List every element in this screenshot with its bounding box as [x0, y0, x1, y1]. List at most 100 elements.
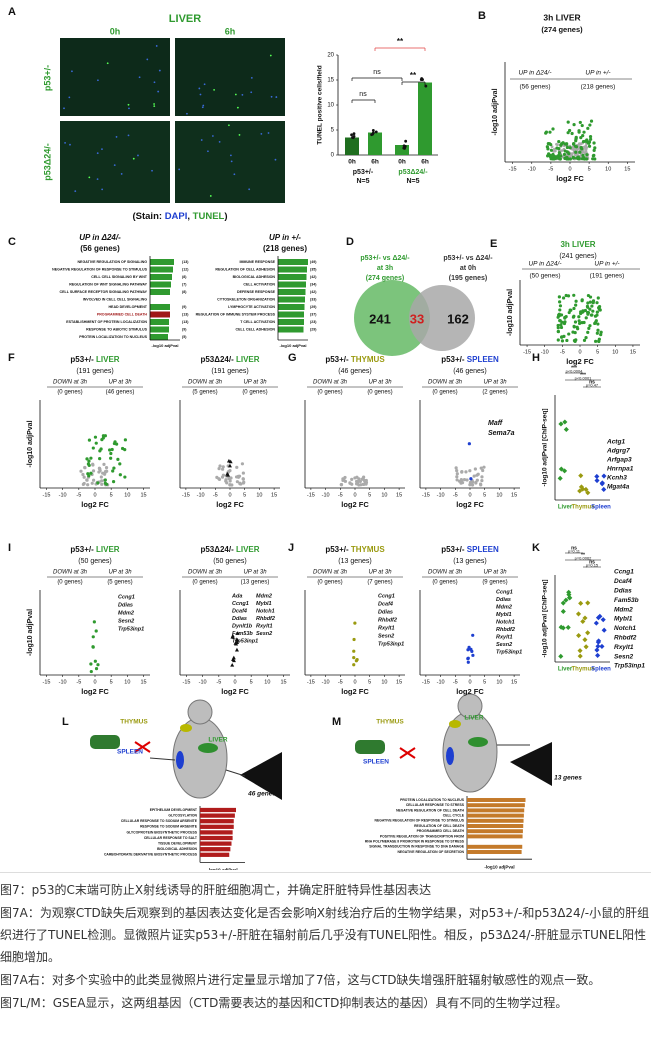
gene-dot [227, 469, 231, 474]
gene-dot [585, 630, 591, 636]
caption-line: 图7：p53的C末端可防止X射线诱导的肝脏细胞凋亡，并确定肝脏特异性基因表达 [0, 883, 432, 897]
gene-dot [567, 310, 571, 315]
gene-dot [597, 305, 602, 309]
figure: A LIVER 0h 6h p53+/- p53Δ24/- (Stain: DAPI, TU… [8, 6, 645, 870]
gene-dot [480, 475, 484, 479]
plot-title: p53+/- THYMUS [325, 355, 385, 364]
point [352, 134, 356, 138]
cell [146, 58, 149, 61]
gene-dot [571, 330, 575, 334]
panel-letter: E [490, 238, 497, 250]
gene-dot [558, 319, 562, 323]
gene-dot [224, 478, 228, 482]
gene-dot [475, 478, 479, 482]
go-term: CELL CYCLE [443, 813, 465, 817]
cell [153, 103, 155, 105]
go-term: GLYCOPROTEIN BIOSYNTHETIC PROCESS [126, 830, 197, 834]
gene-dot [470, 483, 475, 487]
gene-dot [552, 154, 556, 158]
cell [238, 134, 241, 136]
gene-dot [91, 645, 95, 649]
gene-dot [99, 475, 103, 479]
caption: 图7：p53的C末端可防止X射线诱导的肝脏细胞凋亡，并确定肝脏特异性基因表达 图7… [0, 872, 651, 1015]
label: Sesn2 [118, 618, 134, 624]
label: Rhbdf2 [496, 627, 515, 633]
label: Mybl1 [256, 601, 272, 607]
go-count: (9) [182, 305, 187, 309]
label: -log10 adjPval [484, 864, 514, 869]
gene-dot [350, 477, 354, 482]
go-count: (7) [182, 282, 187, 286]
point [402, 146, 406, 150]
x-tick-label: 10 [381, 492, 387, 498]
cell [248, 188, 251, 191]
gene-dot [577, 653, 583, 659]
gene-dot [588, 324, 592, 328]
x-tick-label: -5 [216, 679, 221, 685]
label: THYMUS [120, 719, 148, 726]
gene-dot [562, 152, 567, 157]
go-bar [467, 850, 522, 854]
x-tick-label: 10 [496, 679, 502, 685]
gene-dot [591, 299, 596, 303]
label: UP at 3h [368, 570, 392, 576]
panel-letter: M [332, 716, 341, 728]
label: p53+/- vs Δ24/- [360, 255, 410, 262]
label: Kcnh3 [607, 475, 627, 482]
label: (191 genes) [590, 273, 625, 280]
go-term: INVOLVED IN CELL CELL SIGNALING [83, 297, 147, 301]
gene-dot [361, 477, 365, 481]
gene-dot [585, 138, 589, 142]
label: Mdm2 [496, 604, 512, 610]
y-axis-label: -log10 adjPval [27, 420, 34, 467]
gene-dot [81, 482, 85, 486]
x-tick-label: -5 [548, 166, 553, 172]
gene-dot [580, 618, 586, 625]
gene-dot [339, 483, 343, 487]
label: DOWN at 3h [188, 570, 223, 576]
gene-dot [577, 321, 582, 326]
go-bar [150, 281, 171, 288]
y-axis-label: -log10 adjPval [507, 289, 514, 336]
label: 6h [225, 26, 236, 36]
x-tick-label: 15 [140, 492, 146, 498]
go-count: (35) [310, 267, 317, 271]
gene-dot [595, 331, 599, 335]
label: ns [359, 91, 367, 98]
gene-dot [577, 129, 581, 133]
gene-dot [473, 467, 477, 471]
gene-dot [455, 475, 459, 479]
gene-dot [560, 335, 564, 339]
label: DOWN at 3h [313, 570, 348, 576]
gene-dot [585, 304, 590, 308]
gene-dot [594, 477, 600, 484]
label: THYMUS [376, 719, 404, 726]
gene-dot [595, 301, 599, 305]
x-tick-label: 5 [596, 349, 599, 355]
gene-dot [593, 314, 598, 318]
x-tick-label: 5 [250, 679, 253, 685]
x-tick-label: -10 [437, 679, 445, 685]
gene-dot [460, 481, 465, 485]
gene-dot [123, 438, 127, 442]
label: at 3h [377, 265, 393, 272]
go-bar [150, 326, 169, 333]
gene-dot [583, 308, 588, 313]
gene-dot [564, 293, 568, 298]
label: LIVER [464, 715, 483, 722]
x-tick-label: -10 [437, 492, 445, 498]
y-tick-label: 0 [331, 153, 335, 159]
gene-dot [108, 448, 112, 452]
label: 46 genes [247, 791, 276, 798]
y-axis-label: -log10 adjPval [492, 88, 499, 135]
go-bar [467, 818, 524, 823]
gene-dot [577, 319, 581, 323]
gene-dot [110, 447, 114, 452]
label: DOWN at 3h [53, 380, 88, 386]
label: Ccng1 [496, 589, 513, 595]
gene-dot [558, 308, 562, 312]
label: UP in +/- [585, 70, 611, 77]
gene-dot [364, 481, 368, 485]
gene-dot [585, 490, 591, 496]
gene-dot [462, 478, 467, 482]
